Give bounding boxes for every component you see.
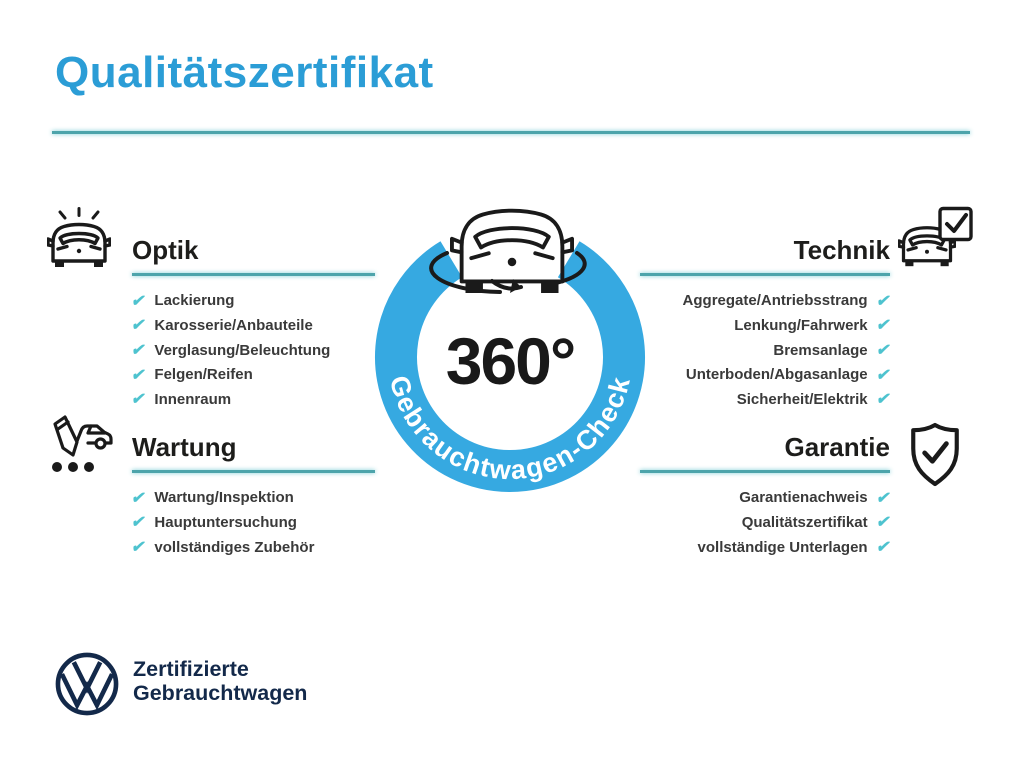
section-wartung-items: ✔ Wartung/Inspektion ✔ Hauptuntersuchung ✔ vo… xyxy=(130,486,375,560)
section-garantie-title: Garantie xyxy=(784,432,891,462)
section-technik-title: Technik xyxy=(793,235,890,265)
section-optik-divider xyxy=(132,272,375,276)
check-icon: ✔ xyxy=(874,342,892,360)
check-icon: ✔ xyxy=(130,342,148,360)
section-garantie-divider xyxy=(640,469,890,473)
checklist-item: ✔ Bremsanlage xyxy=(640,338,892,363)
section-garantie: Garantie ✔ Garantienachweis ✔ Qualitätszert… xyxy=(640,432,892,560)
rotation-arrowhead xyxy=(510,279,521,293)
footer-brand-text: Zertifizierte Gebrauchtwagen xyxy=(133,657,307,705)
checklist-item: ✔ Wartung/Inspektion xyxy=(130,486,375,511)
checklist-item-label: Bremsanlage xyxy=(773,341,868,359)
degrees-label: 360° xyxy=(445,324,577,398)
service-checklist-icon xyxy=(52,415,113,472)
shield-check-icon xyxy=(911,422,959,487)
section-technik: Technik ✔ Aggregate/Antriebsstrang ✔ Lenkun… xyxy=(640,235,892,412)
check-icon: ✔ xyxy=(130,366,148,384)
section-optik-items: ✔ Lackierung ✔ Karosserie/Anbauteile ✔ Vergla… xyxy=(130,289,375,412)
car-shine-icon xyxy=(47,207,111,268)
checklist-item-label: Verglasung/Beleuchtung xyxy=(154,341,331,359)
check-icon: ✔ xyxy=(130,514,148,532)
checklist-item-label: Sicherheit/Elektrik xyxy=(736,390,868,408)
checklist-item-label: Wartung/Inspektion xyxy=(154,489,294,507)
footer-line2: Gebrauchtwagen xyxy=(133,681,308,705)
check-icon: ✔ xyxy=(874,292,892,310)
check-icon: ✔ xyxy=(874,539,892,557)
section-technik-items: ✔ Aggregate/Antriebsstrang ✔ Lenkung/Fahrwe… xyxy=(640,289,892,412)
header-divider xyxy=(52,131,970,134)
checklist-item-label: Hauptuntersuchung xyxy=(154,513,297,531)
check-icon: ✔ xyxy=(130,292,148,310)
checklist-item: ✔ Qualitätszertifikat xyxy=(640,510,892,535)
checklist-item-label: vollständige Unterlagen xyxy=(697,538,868,556)
checklist-item-label: Lenkung/Fahrwerk xyxy=(734,316,868,334)
checklist-item: ✔ vollständiges Zubehör xyxy=(130,535,375,560)
page-title: Qualitätszertifikat xyxy=(55,48,434,97)
checklist-item-label: vollständiges Zubehör xyxy=(154,538,315,556)
checklist-item: ✔ Sicherheit/Elektrik xyxy=(640,387,892,412)
check-icon: ✔ xyxy=(130,489,148,507)
checklist-item-label: Felgen/Reifen xyxy=(154,366,253,384)
check-icon: ✔ xyxy=(874,489,892,507)
checklist-item-label: Garantienachweis xyxy=(739,489,868,507)
section-wartung: Wartung ✔ Wartung/Inspektion ✔ Hauptuntersu… xyxy=(130,432,375,560)
checklist-item: ✔ Lackierung xyxy=(130,289,375,314)
check-icon: ✔ xyxy=(874,391,892,409)
checklist-item: ✔ Lenkung/Fahrwerk xyxy=(640,313,892,338)
checklist-item-label: Unterboden/Abgasanlage xyxy=(685,366,868,384)
check-icon: ✔ xyxy=(130,391,148,409)
check-icon: ✔ xyxy=(874,317,892,335)
checklist-item: ✔ vollständige Unterlagen xyxy=(640,535,892,560)
checklist-item: ✔ Hauptuntersuchung xyxy=(130,510,375,535)
checklist-item-label: Karosserie/Anbauteile xyxy=(154,316,313,334)
checklist-item-label: Aggregate/Antriebsstrang xyxy=(682,292,868,310)
check-icon: ✔ xyxy=(874,366,892,384)
checklist-item: ✔ Innenraum xyxy=(130,387,375,412)
section-wartung-title: Wartung xyxy=(132,432,237,462)
checklist-item: ✔ Felgen/Reifen xyxy=(130,362,375,387)
car-checkbox-icon xyxy=(898,206,973,267)
car-360-rotation-icon xyxy=(429,209,587,294)
checklist-item-label: Innenraum xyxy=(154,390,232,408)
check-icon: ✔ xyxy=(130,539,148,557)
section-optik: Optik ✔ Lackierung ✔ Karosserie/Anbauteile ✔… xyxy=(130,235,375,412)
section-garantie-items: ✔ Garantienachweis ✔ Qualitätszertifikat ✔ vo… xyxy=(640,486,892,560)
section-technik-divider xyxy=(640,272,890,276)
checklist-item: ✔ Garantienachweis xyxy=(640,486,892,511)
checklist-item: ✔ Aggregate/Antriebsstrang xyxy=(640,289,892,314)
section-optik-title: Optik xyxy=(132,235,199,265)
checklist-item-label: Lackierung xyxy=(154,292,235,310)
check-icon: ✔ xyxy=(874,514,892,532)
vw-logo xyxy=(55,652,119,716)
checklist-item-label: Qualitätszertifikat xyxy=(741,513,868,531)
check-icon: ✔ xyxy=(130,317,148,335)
checklist-item: ✔ Unterboden/Abgasanlage xyxy=(640,362,892,387)
footer-line1: Zertifizierte xyxy=(133,657,249,681)
checklist-item: ✔ Karosserie/Anbauteile xyxy=(130,313,375,338)
section-wartung-divider xyxy=(132,469,375,473)
checklist-item: ✔ Verglasung/Beleuchtung xyxy=(130,338,375,363)
